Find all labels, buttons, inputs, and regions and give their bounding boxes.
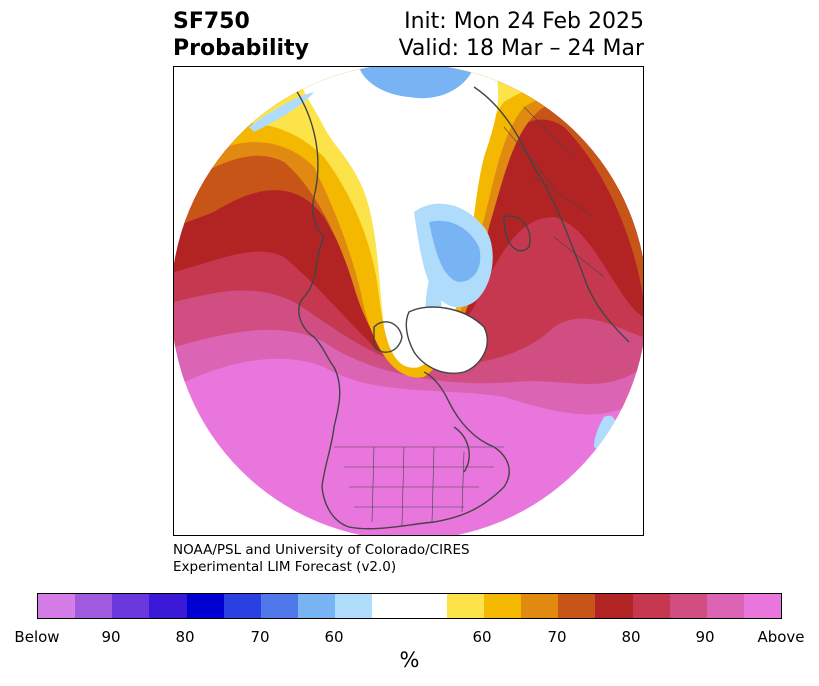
colorbar-tick-label: 60 <box>324 628 344 646</box>
variable-type: Probability <box>173 36 309 61</box>
colorbar-segment <box>743 594 782 618</box>
coastline-hudson-bay <box>453 426 470 473</box>
border-lines-states <box>371 446 465 526</box>
border-lines-us <box>334 446 504 508</box>
colorbar-segment <box>149 594 187 618</box>
colorbar-tick-label: 60 <box>472 628 492 646</box>
colorbar-segment <box>446 594 484 618</box>
colorbar-segment <box>595 594 633 618</box>
colorbar-segment <box>186 594 224 618</box>
colorbar-segment <box>706 594 744 618</box>
coastline-europe <box>473 86 630 343</box>
colorbar-segment <box>372 594 410 618</box>
credit-line-1: NOAA/PSL and University of Colorado/CIRE… <box>173 542 470 558</box>
colorbar-segment <box>223 594 261 618</box>
colorbar-segment <box>558 594 596 618</box>
coastline-alaska <box>298 236 335 368</box>
coastline-north-america <box>321 366 510 530</box>
colorbar-segment <box>298 594 336 618</box>
colorbar-segment <box>483 594 522 618</box>
colorbar <box>37 593 782 619</box>
chart-title-left: SF750 Probability <box>173 8 309 62</box>
polar-map-svg <box>174 67 643 535</box>
colorbar-segment <box>669 594 707 618</box>
colorbar-segment <box>112 594 150 618</box>
colorbar-tick-label: 70 <box>250 628 270 646</box>
chart-title-right: Init: Mon 24 Feb 2025 Valid: 18 Mar – 24… <box>399 8 644 62</box>
coastline-scandinavia <box>503 215 531 252</box>
colorbar-tick-label: 70 <box>547 628 567 646</box>
credit-line-2: Experimental LIM Forecast (v2.0) <box>173 559 397 575</box>
colorbar-tick-label: Below <box>14 628 60 646</box>
colorbar-tick-label: 80 <box>621 628 641 646</box>
colorbar-segment <box>38 594 76 618</box>
coastlines <box>293 86 630 530</box>
region-below-60-top <box>359 67 474 99</box>
colorbar-tick-label: 90 <box>101 628 121 646</box>
variable-name: SF750 <box>173 9 250 34</box>
colorbar-segment <box>632 594 670 618</box>
colorbar-segment <box>409 594 447 618</box>
colorbar-ticks: Below 90 80 70 60 60 70 80 90 Above <box>0 628 819 648</box>
colorbar-tick-label: 90 <box>695 628 715 646</box>
credit-text: NOAA/PSL and University of Colorado/CIRE… <box>173 542 470 576</box>
coastline-arctic-islands <box>373 321 403 353</box>
valid-range: Valid: 18 Mar – 24 Mar <box>398 36 644 61</box>
borders <box>334 106 605 526</box>
coastline-greenland <box>405 306 488 374</box>
region-below-60-arctic <box>429 220 481 282</box>
colorbar-unit-label: % <box>399 648 420 672</box>
colorbar-segment <box>75 594 113 618</box>
colorbar-segment <box>335 594 373 618</box>
init-date: Init: Mon 24 Feb 2025 <box>404 9 644 34</box>
colorbar-segment <box>260 594 299 618</box>
coastline-east-asia <box>293 86 325 238</box>
colorbar-tick-label: 80 <box>175 628 195 646</box>
forecast-map <box>173 66 644 536</box>
region-neutral-greenland <box>406 307 488 374</box>
colorbar-tick-label: Above <box>757 628 805 646</box>
region-below-55-pacific <box>249 92 314 132</box>
colorbar-segment <box>521 594 559 618</box>
border-lines-eurasia <box>503 106 605 278</box>
